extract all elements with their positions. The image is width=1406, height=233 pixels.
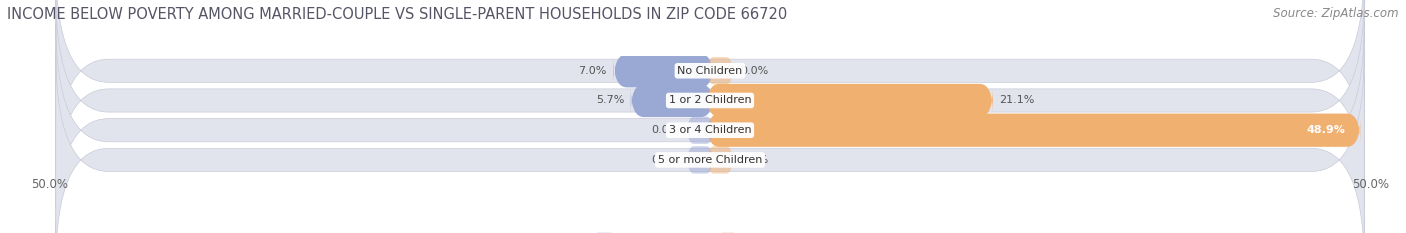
Text: 1 or 2 Children: 1 or 2 Children <box>669 96 751 106</box>
FancyBboxPatch shape <box>56 0 1364 208</box>
Text: 0.0%: 0.0% <box>741 155 769 165</box>
Text: Source: ZipAtlas.com: Source: ZipAtlas.com <box>1274 7 1399 20</box>
Text: 21.1%: 21.1% <box>1000 96 1035 106</box>
Text: 5 or more Children: 5 or more Children <box>658 155 762 165</box>
FancyBboxPatch shape <box>56 53 1364 233</box>
Text: 0.0%: 0.0% <box>651 155 679 165</box>
FancyBboxPatch shape <box>706 84 993 117</box>
Text: 3 or 4 Children: 3 or 4 Children <box>669 125 751 135</box>
FancyBboxPatch shape <box>707 57 733 84</box>
Text: 7.0%: 7.0% <box>578 66 607 76</box>
FancyBboxPatch shape <box>706 113 1360 147</box>
Text: 5.7%: 5.7% <box>596 96 624 106</box>
FancyBboxPatch shape <box>707 146 733 174</box>
Text: INCOME BELOW POVERTY AMONG MARRIED-COUPLE VS SINGLE-PARENT HOUSEHOLDS IN ZIP COD: INCOME BELOW POVERTY AMONG MARRIED-COUPL… <box>7 7 787 22</box>
Text: No Children: No Children <box>678 66 742 76</box>
Text: 48.9%: 48.9% <box>1306 125 1346 135</box>
FancyBboxPatch shape <box>56 23 1364 233</box>
Text: 0.0%: 0.0% <box>651 125 679 135</box>
FancyBboxPatch shape <box>56 0 1364 178</box>
FancyBboxPatch shape <box>688 146 713 174</box>
FancyBboxPatch shape <box>613 54 714 87</box>
FancyBboxPatch shape <box>688 116 713 144</box>
Text: 0.0%: 0.0% <box>741 66 769 76</box>
FancyBboxPatch shape <box>631 84 714 117</box>
